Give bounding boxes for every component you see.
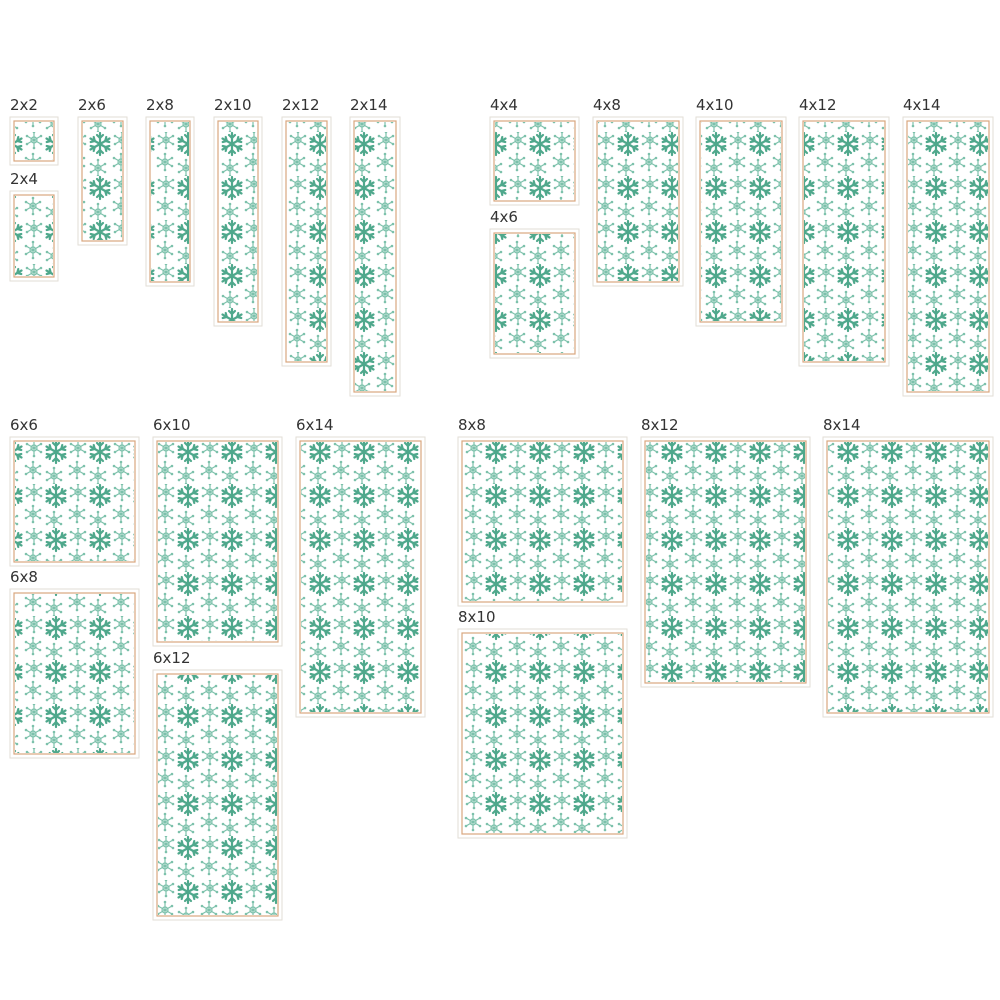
design-border (699, 120, 783, 323)
design-tile: 4x8 (592, 96, 684, 287)
size-label: 8x8 (458, 416, 486, 434)
design-tile: 6x12 (152, 649, 283, 921)
design-border (13, 194, 55, 278)
snowflake-fill (495, 122, 574, 200)
size-label: 8x12 (641, 416, 679, 434)
design-tile: 2x10 (213, 96, 263, 327)
design-tile: 2x14 (349, 96, 401, 397)
design-tile: 8x10 (457, 608, 628, 839)
design-tile: 4x12 (798, 96, 890, 367)
design-border (644, 440, 807, 684)
snowflake-fill (219, 122, 257, 321)
design-border (285, 120, 328, 363)
design-border (217, 120, 259, 323)
snowflake-fill (301, 442, 420, 712)
design-border (802, 120, 886, 363)
size-label: 6x10 (153, 416, 191, 434)
snowflake-fill (158, 442, 277, 641)
design-border (13, 440, 136, 563)
size-label: 2x2 (10, 96, 38, 114)
snowflake-fill (463, 634, 622, 833)
design-tile: 6x6 (9, 416, 140, 567)
design-tile: 8x8 (457, 416, 628, 607)
design-border (156, 673, 279, 917)
snowflake-fill (15, 594, 134, 753)
snowflake-fill (804, 122, 884, 361)
snowflake-fill (15, 196, 53, 276)
design-tile: 4x10 (695, 96, 787, 327)
snowflake-fill (83, 122, 122, 240)
design-tile: 4x14 (902, 96, 994, 397)
snowflake-fill (598, 122, 678, 281)
snowflake-fill (828, 442, 988, 712)
size-label: 6x8 (10, 568, 38, 586)
design-border (596, 120, 680, 283)
size-label: 2x12 (282, 96, 320, 114)
design-border (81, 120, 124, 242)
design-border (353, 120, 397, 393)
snowflake-fill (15, 122, 53, 160)
snowflake-fill (151, 122, 189, 281)
size-label: 8x10 (458, 608, 496, 626)
snowflake-fill (701, 122, 781, 321)
size-label: 4x14 (903, 96, 941, 114)
design-tile: 2x12 (281, 96, 332, 367)
size-label: 2x6 (78, 96, 106, 114)
snowflake-fill (908, 122, 988, 391)
size-label: 6x14 (296, 416, 334, 434)
design-border (299, 440, 422, 714)
design-tile: 4x6 (489, 208, 580, 359)
snowflake-fill (355, 122, 395, 391)
size-label: 2x4 (10, 170, 38, 188)
size-label: 4x10 (696, 96, 734, 114)
size-label: 6x12 (153, 649, 191, 667)
design-tile: 6x8 (9, 568, 140, 759)
snowflake-fill (158, 675, 277, 915)
design-tile: 2x4 (9, 170, 59, 282)
snowflake-fill (287, 122, 326, 361)
design-border (906, 120, 990, 393)
size-label: 4x8 (593, 96, 621, 114)
design-border (493, 120, 576, 202)
design-tile: 4x4 (489, 96, 580, 206)
design-border (13, 120, 55, 162)
snowflake-fill (495, 234, 574, 353)
size-label: 2x10 (214, 96, 252, 114)
design-border (826, 440, 990, 714)
size-label: 4x6 (490, 208, 518, 226)
size-label: 2x8 (146, 96, 174, 114)
design-border (461, 632, 624, 835)
design-border (149, 120, 191, 283)
design-tile: 8x14 (822, 416, 994, 718)
design-tile: 6x14 (295, 416, 426, 718)
size-label: 8x14 (823, 416, 861, 434)
design-border (13, 592, 136, 755)
size-label: 6x6 (10, 416, 38, 434)
snowflake-fill (463, 442, 622, 601)
design-border (156, 440, 279, 643)
design-tile: 2x2 (9, 96, 59, 166)
design-border (461, 440, 624, 603)
snowflake-fill (646, 442, 805, 682)
design-tile: 8x12 (640, 416, 811, 688)
design-tile: 2x6 (77, 96, 128, 246)
design-tile: 6x10 (152, 416, 283, 647)
design-tile: 2x8 (145, 96, 195, 287)
size-label: 2x14 (350, 96, 388, 114)
snowflake-fill (15, 442, 134, 561)
size-label: 4x4 (490, 96, 518, 114)
design-border (493, 232, 576, 355)
size-label: 4x12 (799, 96, 837, 114)
